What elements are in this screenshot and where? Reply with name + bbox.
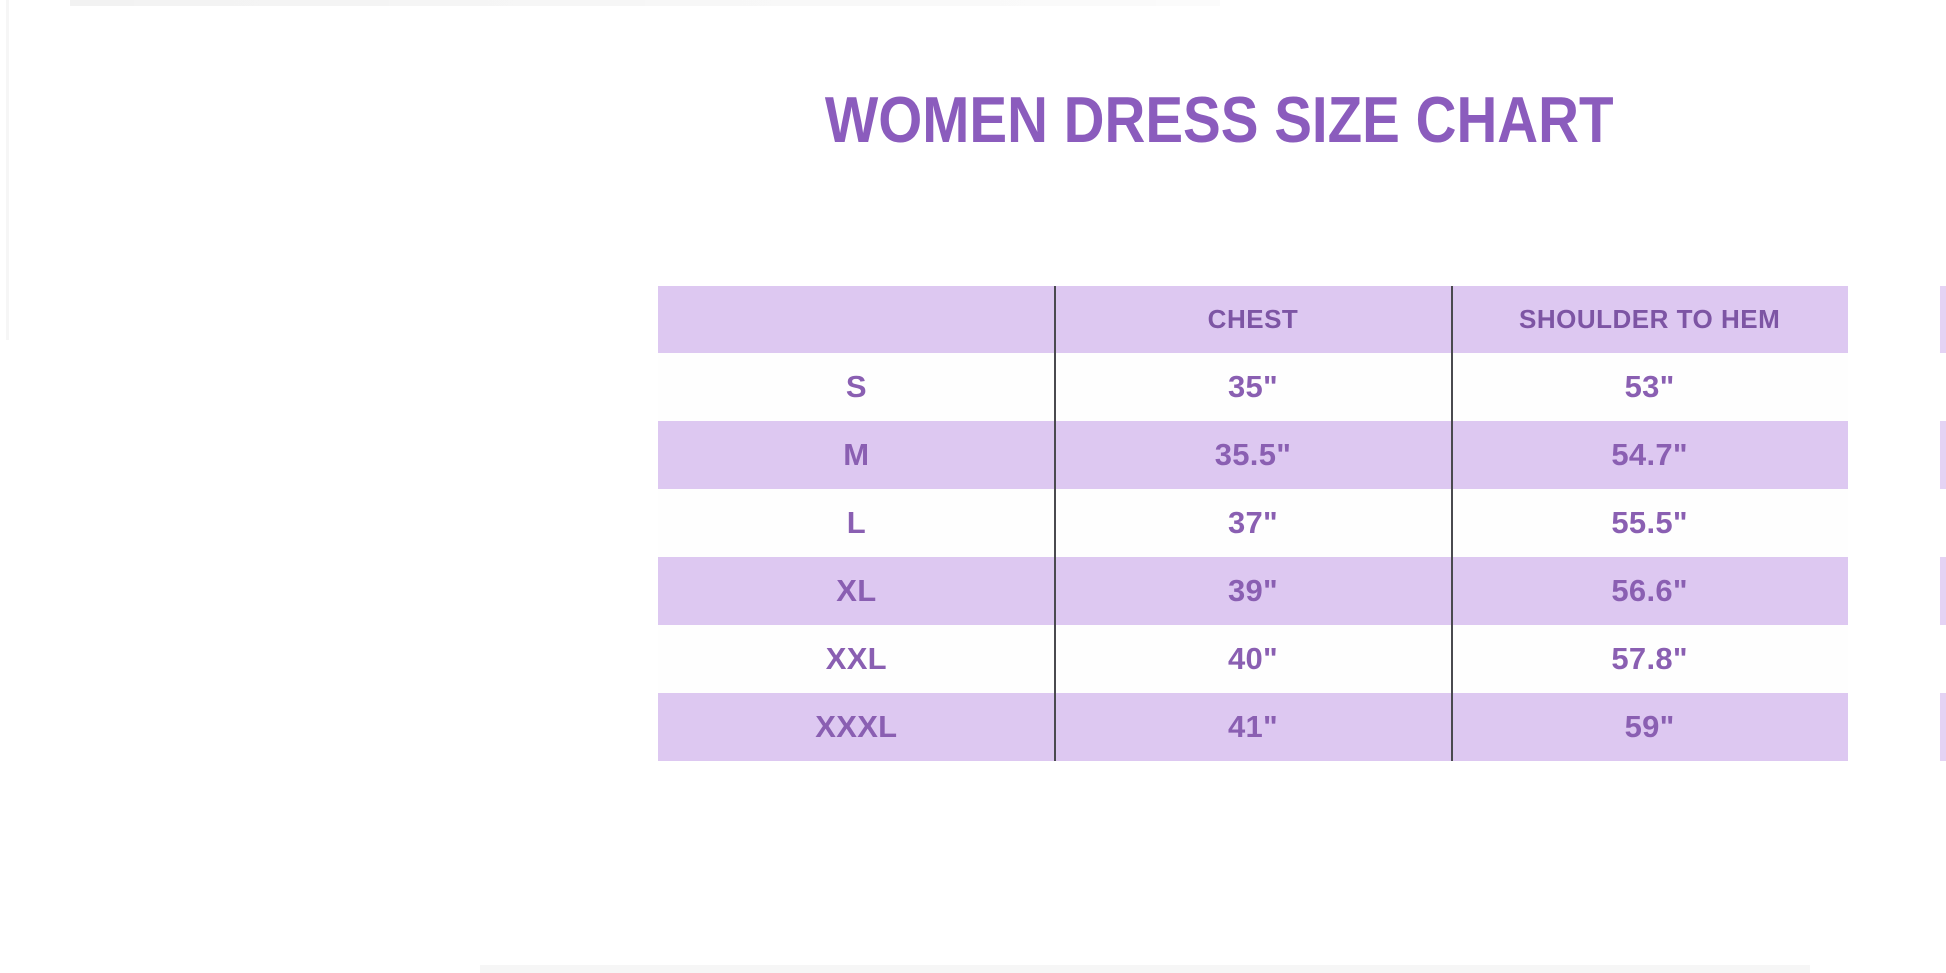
- cell-shoulder-to-hem: 59": [1624, 709, 1675, 744]
- cell-shoulder-to-hem: 55.5": [1611, 505, 1688, 540]
- table-row-l: L 37" 55.5": [658, 489, 1848, 557]
- edge-sliver-header: [1940, 286, 1946, 353]
- cell-shoulder-to-hem: 57.8": [1611, 641, 1688, 676]
- table-row-m: M 35.5" 54.7": [658, 421, 1848, 489]
- edge-sliver-row-xl: [1940, 557, 1946, 625]
- edge-sliver-row-xxxl: [1940, 693, 1946, 761]
- cell-size: L: [846, 505, 866, 540]
- cell-shoulder-to-hem: 56.6": [1611, 573, 1688, 608]
- size-table: CHEST SHOULDER TO HEM S 35" 53" M 35.5" …: [658, 286, 1848, 761]
- table-row-xxxl: XXXL 41" 59": [658, 693, 1848, 761]
- cell-chest: 35.5": [1214, 437, 1292, 472]
- cell-chest: 40": [1227, 641, 1279, 676]
- cell-shoulder-to-hem: 54.7": [1611, 437, 1688, 472]
- edge-sliver-row-m: [1940, 421, 1946, 489]
- page-title: WOMEN DRESS SIZE CHART: [824, 83, 1614, 156]
- table-row-s: S 35" 53": [658, 353, 1848, 421]
- cell-shoulder-to-hem: 53": [1624, 369, 1675, 404]
- header-cell-chest: CHEST: [1207, 304, 1299, 334]
- cell-size: S: [845, 369, 867, 404]
- table-header-row: CHEST SHOULDER TO HEM: [658, 286, 1848, 353]
- cell-size: XXXL: [815, 709, 898, 744]
- page-title-wrap: WOMEN DRESS SIZE CHART: [624, 82, 1814, 157]
- cell-size: M: [843, 437, 870, 472]
- noise-artifact-left: [6, 0, 9, 340]
- cell-chest: 35": [1227, 369, 1279, 404]
- table-row-xl: XL 39" 56.6": [658, 557, 1848, 625]
- table-row-xxl: XXL 40" 57.8": [658, 625, 1848, 693]
- noise-artifact-bottom: [480, 965, 1810, 973]
- cell-chest: 41": [1227, 709, 1279, 744]
- cell-size: XXL: [825, 641, 887, 676]
- cell-chest: 39": [1227, 573, 1279, 608]
- cell-chest: 37": [1227, 505, 1279, 540]
- column-divider-2: [1451, 286, 1453, 761]
- header-cell-shoulder-to-hem: SHOULDER TO HEM: [1519, 304, 1781, 334]
- header-cell-size: [658, 286, 1055, 353]
- column-divider-1: [1054, 286, 1056, 761]
- noise-artifact-top: [70, 0, 1220, 6]
- cell-size: XL: [836, 573, 877, 608]
